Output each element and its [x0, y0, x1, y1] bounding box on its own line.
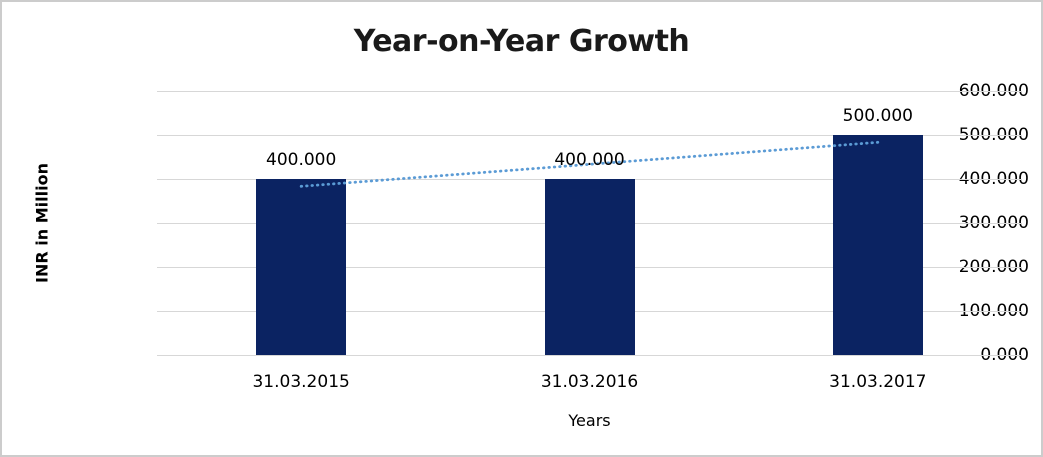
x-category-label: 31.03.2016 [540, 372, 639, 392]
data-label: 400.000 [266, 150, 337, 170]
plot-area: 400.000 400.000 500.000 [157, 90, 1022, 356]
gridline [157, 134, 1022, 136]
data-label: 500.000 [842, 106, 913, 126]
gridline [157, 354, 1022, 356]
x-category-label: 31.03.2017 [829, 372, 927, 392]
bar-31.03.2016 [544, 179, 635, 355]
y-axis-title: INR in Million [32, 163, 52, 283]
data-label: 400.000 [554, 150, 625, 170]
bar-31.03.2017 [832, 135, 923, 355]
x-axis-title: Years [568, 411, 611, 430]
gridline [157, 90, 1022, 92]
bar-31.03.2015 [256, 179, 347, 355]
x-category-label: 31.03.2015 [252, 372, 350, 392]
chart-title: Year-on-Year Growth [353, 24, 690, 59]
